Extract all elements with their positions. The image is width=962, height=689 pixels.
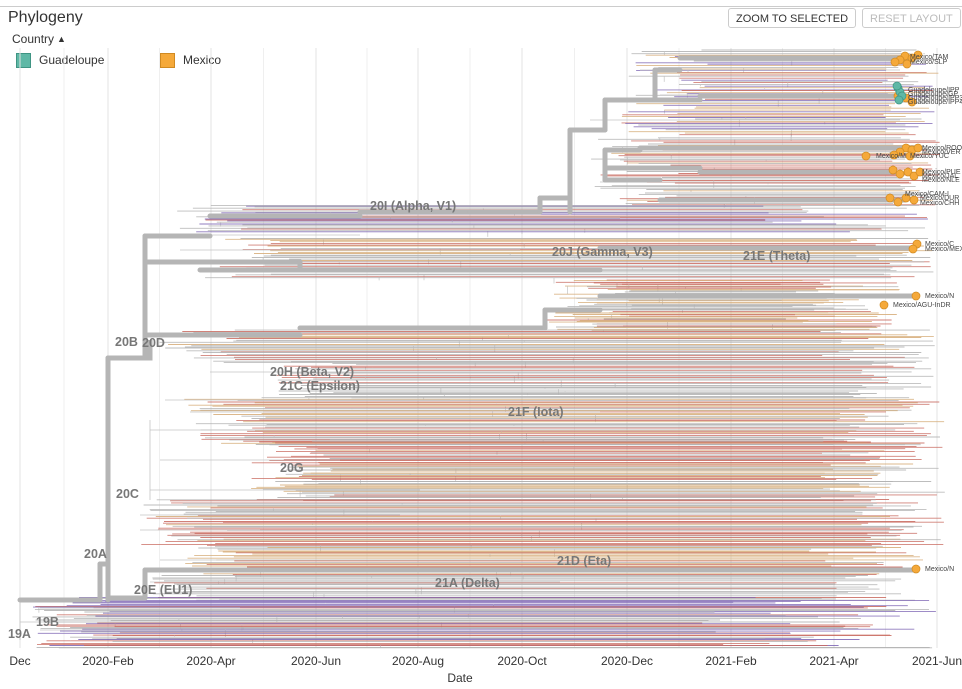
- tip-marker-mexico[interactable]: [909, 195, 919, 205]
- tip-marker-mexico[interactable]: [909, 171, 919, 181]
- tip-label: Mexico/DUR: [920, 195, 959, 202]
- tip-label: Mexico/VER: [922, 149, 961, 156]
- clade-label: 20A: [84, 547, 107, 561]
- legend-title: Country: [12, 32, 55, 46]
- highlighted-branch[interactable]: [108, 340, 153, 361]
- clade-label: 21E (Theta): [743, 249, 810, 263]
- tip-label: Mexico/NLE: [922, 177, 960, 184]
- tip-label: Mexico/TAM: [910, 54, 949, 61]
- axis-tick-label: 2020-Feb: [82, 654, 134, 668]
- tip-marker-mexico[interactable]: [885, 193, 895, 203]
- axis-tick-label: 2020-Oct: [497, 654, 547, 668]
- tip-label: Mexico/JAL: [922, 173, 958, 180]
- clade-label: 20H (Beta, V2): [270, 365, 354, 379]
- tip-marker-mexico[interactable]: [905, 151, 915, 161]
- clade-label: 21D (Eta): [557, 554, 611, 568]
- tip-marker-mexico[interactable]: [907, 97, 917, 107]
- tip-label: Mexico/CHH: [920, 200, 959, 207]
- panel-top-border: [0, 6, 962, 7]
- panel-title: Phylogeny: [8, 9, 83, 26]
- tip-label: Mexico/ROO: [922, 145, 962, 152]
- clade-label: 20D: [142, 336, 165, 350]
- clade-labels: 20I (Alpha, V1) 20J (Gamma, V3) 21E (Theta…: [8, 199, 810, 641]
- tip-label: Mexico/MEX: [925, 246, 962, 253]
- tip-marker-mexico[interactable]: [908, 244, 918, 254]
- clade-label: 20I (Alpha, V1): [370, 199, 456, 213]
- time-axis: Dec 2020-Feb 2020-Apr 2020-Jun 2020-Aug 2020-…: [9, 654, 962, 685]
- tip-marker-mexico[interactable]: [911, 564, 921, 574]
- tip-marker-mexico[interactable]: [888, 165, 898, 175]
- tip-label: Mexico/YUC: [910, 153, 949, 160]
- tip-marker-mexico[interactable]: [911, 291, 921, 301]
- tip-label: Mexico/N: [925, 566, 954, 573]
- tip-marker-guadeloupe[interactable]: [892, 81, 902, 91]
- legend-label-guadeloupe: Guadeloupe: [39, 53, 105, 67]
- clade-label: 20J (Gamma, V3): [552, 245, 653, 259]
- clade-label: 20C: [116, 487, 139, 501]
- tip-label: Guadeloupe/IPP4: [908, 99, 962, 106]
- zoom-to-selected-button[interactable]: ZOOM TO SELECTED: [728, 8, 857, 28]
- tree-tip-labels: Mexico/TAMMexico/SLPGuadeloupe/IPPGuadel…: [876, 54, 962, 573]
- tip-marker-mexico[interactable]: [915, 167, 925, 177]
- tip-marker-mexico[interactable]: [893, 197, 903, 207]
- tip-label: Guadeloupe/GP: [908, 91, 959, 98]
- axis-tick-label: 2020-Aug: [392, 654, 444, 668]
- clade-label: 20B: [115, 335, 138, 349]
- tip-label: Guadeloupe/IPP: [908, 87, 960, 94]
- tip-marker-mexico[interactable]: [890, 57, 900, 67]
- tree-backbone-branches[interactable]: [17, 55, 918, 603]
- clade-label: 21A (Delta): [435, 576, 500, 590]
- tip-label: Mexico/M: [876, 153, 906, 160]
- axis-title: Date: [447, 671, 473, 685]
- tip-marker-guadeloupe[interactable]: [894, 95, 904, 105]
- tip-marker-mexico[interactable]: [913, 143, 923, 153]
- legend-label-mexico: Mexico: [183, 53, 222, 67]
- chevron-up-icon: ▲: [57, 34, 66, 44]
- axis-tick-label: 2020-Dec: [601, 654, 653, 668]
- tip-label: Mexico/AGU-InDR: [893, 302, 951, 309]
- tip-label: Mexico/CAM-I: [905, 191, 949, 198]
- reset-layout-button[interactable]: RESET LAYOUT: [862, 8, 961, 28]
- tip-marker-mexico[interactable]: [879, 300, 889, 310]
- clade-label: 21F (Iota): [508, 405, 564, 419]
- legend-toggle[interactable]: Country ▲: [12, 32, 66, 46]
- tip-label: Mexico/PUE: [922, 169, 961, 176]
- axis-tick-label: 2021-Feb: [705, 654, 757, 668]
- tip-marker-mexico[interactable]: [903, 167, 913, 177]
- tip-marker-mexico[interactable]: [861, 151, 871, 161]
- tip-marker-mexico[interactable]: [889, 150, 899, 160]
- axis-tick-label: 2021-Jun: [912, 654, 962, 668]
- tip-label: Mexico/C: [925, 241, 954, 248]
- axis-tick-label: 2020-Apr: [186, 654, 235, 668]
- clade-label: 20E (EU1): [134, 583, 192, 597]
- tip-label: Mexico/SLP: [910, 59, 948, 66]
- tip-label: Guadeloupe/IPP3: [908, 95, 962, 102]
- legend-swatch-mexico: [160, 52, 175, 68]
- legend-item-mexico[interactable]: Mexico: [160, 51, 221, 69]
- axis-tick-label: 2021-Apr: [809, 654, 858, 668]
- axis-tick-label: 2020-Jun: [291, 654, 341, 668]
- tip-marker-mexico[interactable]: [895, 169, 905, 179]
- tree-tip-markers[interactable]: [861, 50, 925, 574]
- tip-label: Mexico/N: [925, 293, 954, 300]
- tip-marker-mexico[interactable]: [901, 193, 911, 203]
- tip-marker-mexico[interactable]: [902, 59, 912, 69]
- tip-marker-mexico[interactable]: [913, 50, 923, 60]
- clade-label: 19B: [36, 615, 59, 629]
- clade-label: 21C (Epsilon): [280, 379, 360, 393]
- clade-label: 20G: [280, 461, 304, 475]
- clade-label: 19A: [8, 627, 31, 641]
- axis-tick-label: Dec: [9, 654, 30, 668]
